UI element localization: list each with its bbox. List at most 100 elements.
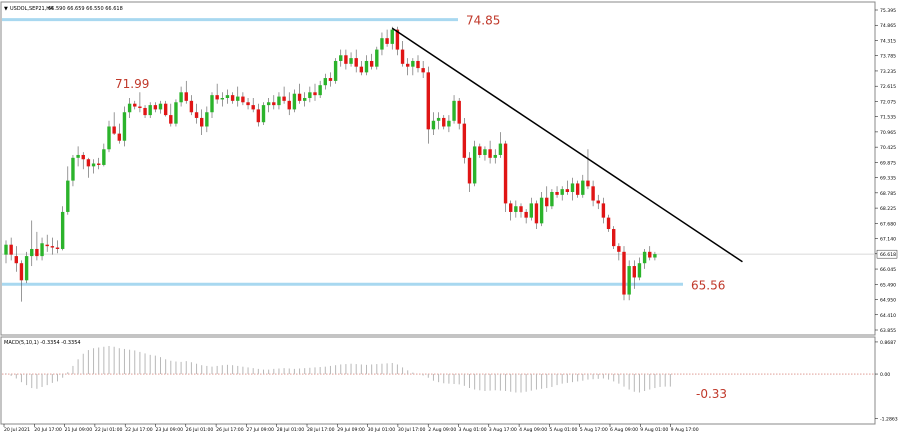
candle [122, 106, 127, 147]
candle [76, 146, 80, 167]
candle [612, 226, 616, 249]
time-axis-label: 21 Jul 09:00 [65, 427, 93, 433]
candle-body [565, 189, 570, 192]
candle [179, 86, 183, 107]
candle [570, 177, 575, 201]
candle-body [447, 120, 451, 127]
candle [431, 112, 436, 136]
symbol-title: USDOL,SEP21,H4 [10, 6, 53, 12]
candle [648, 246, 652, 261]
candle-body [622, 251, 626, 295]
candle-body [493, 154, 497, 158]
candle [189, 95, 194, 116]
candle-body [117, 133, 121, 141]
macd-panel-frame [0, 336, 876, 425]
candle-body [642, 251, 647, 264]
trendline-layer[interactable] [391, 27, 743, 263]
candle-body [472, 146, 477, 184]
candle-body [488, 149, 492, 158]
macd-axis-label: 0.8687 [880, 340, 896, 346]
candle-body [323, 78, 327, 86]
candle [359, 60, 364, 76]
candle-body [261, 105, 266, 123]
candle [297, 83, 302, 104]
candle-body [519, 206, 523, 212]
candle [416, 55, 420, 73]
candle-body [24, 256, 29, 281]
candle-body [478, 146, 482, 155]
candle-body [225, 95, 230, 98]
candle [35, 231, 39, 261]
trendline[interactable] [391, 27, 743, 263]
candle-body [215, 95, 219, 100]
candle-body [45, 244, 49, 247]
price-axis-label: 72.075 [880, 99, 896, 105]
candle [215, 83, 219, 104]
candle [575, 180, 580, 198]
candle [4, 240, 8, 264]
symbol-caret-icon[interactable]: ▼ [4, 6, 8, 12]
candle-body [55, 247, 60, 249]
candle-body [91, 163, 96, 167]
candle-body [112, 126, 116, 134]
candle [581, 174, 585, 198]
candle-body [318, 85, 322, 96]
candle [81, 152, 85, 170]
candle [472, 140, 477, 187]
candle-body [138, 106, 142, 108]
candle [91, 159, 96, 174]
candle [596, 194, 600, 210]
price-levels: 66.618 [2, 18, 898, 286]
level-label-65.56: 65.56 [691, 278, 725, 292]
main-chart-frame [0, 1, 876, 336]
time-axis: 20 Jul 2021 20 Jul 17:00 21 Jul 09:00 22 Ju… [3, 424, 699, 433]
macd-axis-label: -1.2863 [880, 416, 898, 422]
candle [194, 103, 199, 124]
time-axis-label: 27 Jul 09:00 [246, 427, 274, 433]
candle [447, 115, 451, 133]
price-axis-label: 74.315 [880, 38, 896, 44]
candle-body [153, 105, 158, 110]
candle [277, 92, 281, 110]
candle-body [303, 98, 307, 101]
candle [30, 220, 34, 267]
candle-body [127, 103, 132, 113]
candle [251, 98, 255, 113]
candle [225, 89, 230, 104]
candle-body [601, 203, 606, 218]
price-axis-label: 68.225 [880, 206, 896, 212]
candle-body [328, 78, 333, 81]
candle-body [442, 117, 446, 127]
candle-body [40, 243, 44, 257]
candle [339, 49, 343, 67]
candle-body [483, 149, 487, 155]
candle-body [395, 29, 400, 50]
candle-body [411, 60, 415, 67]
price-axis-label: 71.535 [880, 115, 896, 121]
candle [272, 95, 276, 110]
time-axis-label: 23 Jul 09:00 [156, 427, 184, 433]
candle [55, 240, 60, 254]
candle-body [426, 72, 430, 130]
time-axis-label: 20 Jul 2021 [4, 427, 30, 433]
candle [509, 200, 513, 221]
candle-body [292, 93, 297, 110]
candle [606, 214, 611, 232]
candle [303, 92, 307, 107]
candle [184, 80, 188, 104]
candle-body [462, 123, 467, 158]
candle-body [467, 157, 472, 184]
candle [524, 209, 528, 224]
candle [406, 58, 410, 76]
candle [452, 95, 456, 124]
candle [390, 26, 394, 50]
candle [241, 92, 245, 106]
candle-body [230, 95, 235, 101]
candle [153, 102, 158, 113]
candle-body [591, 186, 595, 201]
candle-body [308, 92, 312, 98]
time-axis-label: 30 Jul 01:00 [368, 427, 396, 433]
candle [462, 117, 467, 164]
